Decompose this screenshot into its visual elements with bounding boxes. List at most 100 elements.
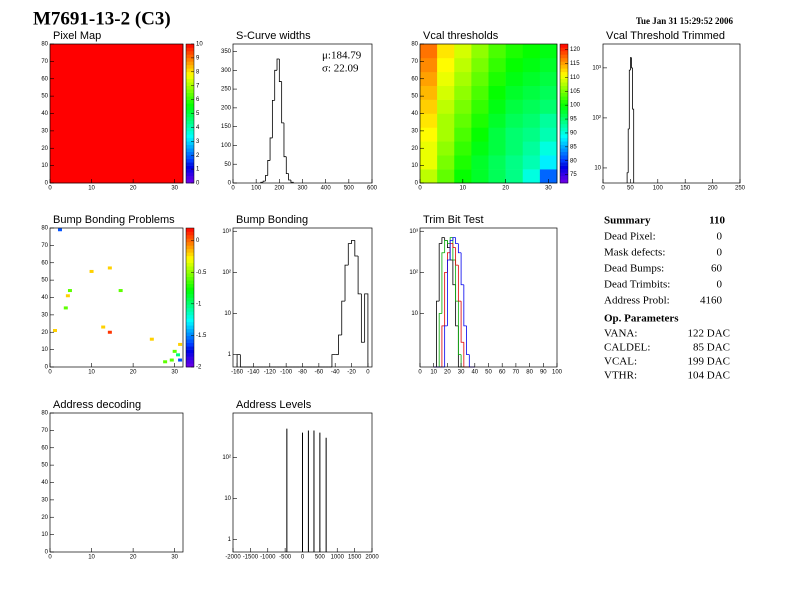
heat-cell xyxy=(420,141,438,156)
colorbar-step xyxy=(186,78,194,83)
x-tick-label: -2000 xyxy=(225,555,241,561)
colorbar-step xyxy=(186,262,194,267)
scatter-point xyxy=(172,349,177,353)
colorbar-step xyxy=(560,123,568,128)
y-tick-label: 0 xyxy=(45,181,49,187)
histogram-bin xyxy=(444,271,448,326)
colorbar-step xyxy=(186,276,194,281)
heat-cell xyxy=(539,44,558,59)
heat-cell xyxy=(471,127,489,142)
colorbar-step xyxy=(186,106,194,111)
y-tick-label: 10³ xyxy=(592,65,601,71)
histogram-bin xyxy=(265,175,268,182)
z-tick-label: 8 xyxy=(196,69,200,75)
colorbar-step xyxy=(560,179,568,184)
x-tick-label: -40 xyxy=(331,370,340,376)
colorbar-step xyxy=(186,287,194,291)
scatter-point xyxy=(178,342,183,346)
heat-cell xyxy=(539,71,558,86)
colorbar-step xyxy=(560,61,568,66)
y-tick-label: 50 xyxy=(411,94,418,100)
y-tick-label: 30 xyxy=(411,128,418,134)
heat-cell xyxy=(420,71,438,86)
heat-cell xyxy=(471,169,489,184)
y-tick-label: 10² xyxy=(222,455,231,461)
panel-title: Bump Bonding Problems xyxy=(53,214,175,226)
x-tick-label: 0 xyxy=(366,370,370,376)
histogram-bin xyxy=(271,99,275,138)
op-value: 85 DAC xyxy=(693,342,730,354)
z-tick-label: 95 xyxy=(570,117,577,123)
heat-cell xyxy=(437,44,455,59)
histogram-bin xyxy=(267,160,271,176)
x-tick-label: 0 xyxy=(48,555,52,561)
y-tick-label: 40 xyxy=(411,111,418,117)
colorbar-step xyxy=(186,342,194,347)
x-tick-label: 80 xyxy=(526,370,533,376)
colorbar-step xyxy=(186,50,194,55)
heat-cell xyxy=(454,57,472,73)
y-tick-label: 80 xyxy=(41,411,48,417)
heat-cell xyxy=(471,99,489,114)
heat-cell xyxy=(471,113,489,128)
x-tick-label: 500 xyxy=(315,555,326,561)
x-tick-label: 400 xyxy=(321,186,332,192)
x-tick-label: 20 xyxy=(444,370,451,376)
y-tick-label: 350 xyxy=(221,49,232,55)
scatter-point xyxy=(178,358,183,362)
x-tick-label: 0 xyxy=(418,370,422,376)
colorbar-step xyxy=(186,294,194,298)
colorbar-frame xyxy=(559,43,569,184)
x-tick-label: 500 xyxy=(344,186,355,192)
heat-cell xyxy=(454,127,472,142)
heat-cell xyxy=(505,127,524,142)
x-tick-label: 300 xyxy=(297,186,308,192)
histogram-bin xyxy=(455,237,459,245)
heat-cell xyxy=(454,169,472,184)
x-tick-label: 0 xyxy=(48,370,52,376)
z-tick-label: -1 xyxy=(196,301,202,307)
colorbar-step xyxy=(186,255,194,260)
heat-cell xyxy=(454,155,472,170)
y-tick-label: 300 xyxy=(221,68,232,74)
x-tick-label: -100 xyxy=(280,370,293,376)
colorbar-step xyxy=(186,57,194,62)
y-tick-label: 50 xyxy=(41,94,48,100)
colorbar-step xyxy=(186,269,194,274)
histogram-bin xyxy=(632,67,635,183)
z-tick-label: 0 xyxy=(196,238,200,244)
y-tick-label: 40 xyxy=(41,480,48,486)
scatter-point xyxy=(118,289,123,293)
heat-cell xyxy=(454,113,472,128)
histogram-bin xyxy=(444,325,448,367)
colorbar-step xyxy=(560,68,568,73)
y-tick-label: 20 xyxy=(41,330,48,336)
colorbar-step xyxy=(560,57,568,62)
y-tick-label: 60 xyxy=(41,76,48,82)
histogram-bin xyxy=(460,301,464,343)
heat-cell xyxy=(522,127,541,142)
colorbar-step xyxy=(560,127,568,132)
colorbar-step xyxy=(186,321,194,326)
heat-cell xyxy=(505,71,524,86)
heat-cell xyxy=(420,155,438,170)
y-tick-label: 30 xyxy=(41,312,48,318)
heat-cell xyxy=(522,57,541,73)
op-label: VANA: xyxy=(604,328,637,340)
colorbar-step xyxy=(186,96,194,100)
histogram-bin xyxy=(236,354,241,367)
colorbar-step xyxy=(560,99,568,104)
histogram-bin xyxy=(344,264,349,302)
colorbar-step xyxy=(560,71,568,76)
y-tick-label: 70 xyxy=(411,59,418,65)
histogram-bin xyxy=(278,59,282,82)
colorbar-step xyxy=(186,99,194,104)
histogram-bin xyxy=(441,325,445,367)
summary-value: 0 xyxy=(717,247,723,259)
colorbar-step xyxy=(186,123,194,128)
colorbar-step xyxy=(560,44,568,48)
colorbar-step xyxy=(560,134,568,139)
heat-cell xyxy=(437,155,455,170)
heat-cell xyxy=(522,44,541,59)
colorbar-step xyxy=(186,116,194,121)
